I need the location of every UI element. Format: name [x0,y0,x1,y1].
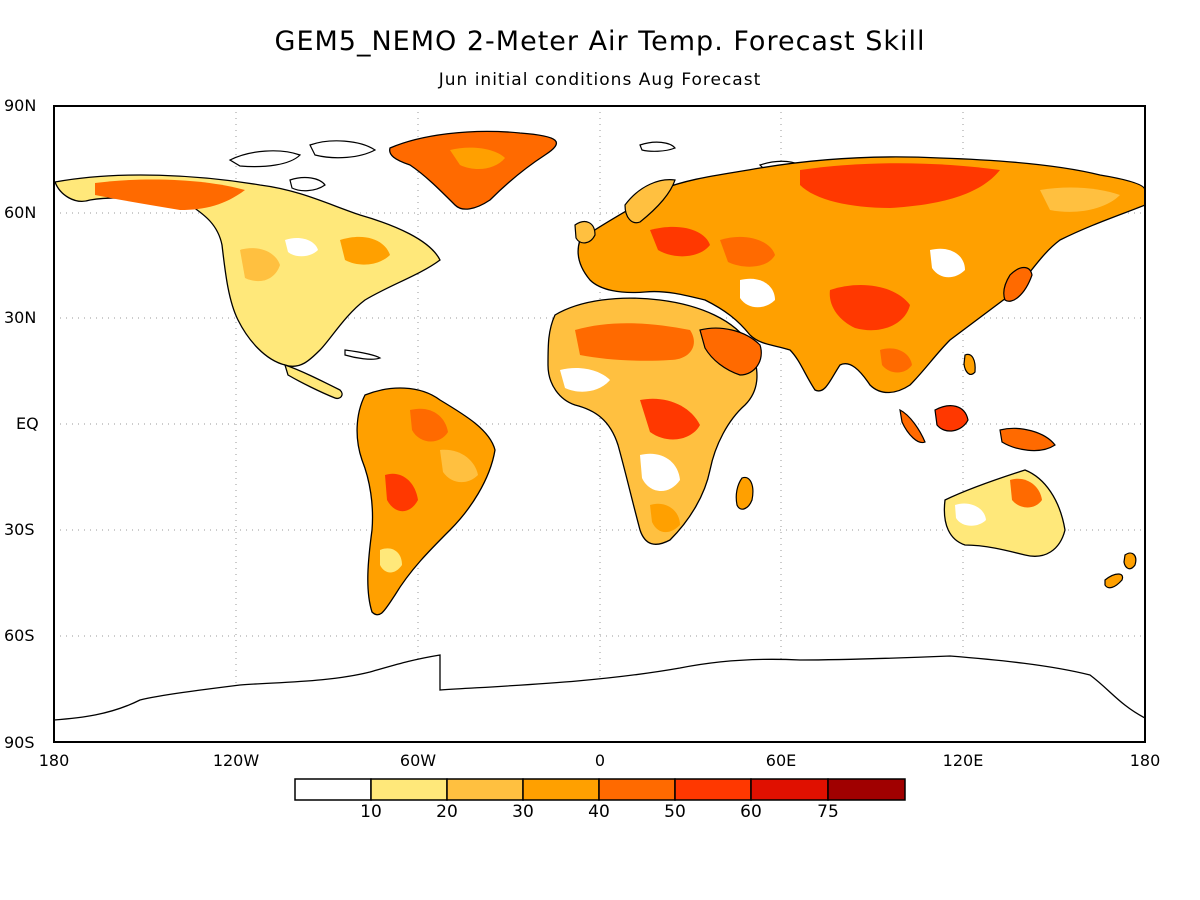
arctic-islands [228,140,802,192]
antarctica [53,654,1146,743]
colorbar-tick-30: 30 [512,802,534,822]
greenland [389,130,557,210]
new-zealand [1104,552,1137,589]
lat-label-30s: 30S [4,520,35,539]
lat-label-eq: EQ [16,414,39,433]
map-subtitle: Jun initial conditions Aug Forecast [438,70,762,90]
map-title: GEM5_NEMO 2-Meter Air Temp. Forecast Ski… [274,26,926,57]
south-america [356,387,496,616]
lon-label-60e: 60E [765,751,797,770]
colorbar [294,778,906,801]
lon-label-180-east: 180 [1129,751,1161,770]
japan [1003,266,1033,302]
southeast-asia-islands [899,353,1056,452]
eurasia [574,156,1146,394]
colorbar-tick-75: 75 [817,802,839,822]
lon-label-60w: 60W [399,751,437,770]
plot-frame [53,105,1146,743]
lat-label-90s: 90S [4,733,35,752]
colorbar-tick-50: 50 [664,802,686,822]
lon-label-120w: 120W [212,751,260,770]
colorbar-tick-10: 10 [360,802,382,822]
colorbar-tick-60: 60 [740,802,762,822]
lat-label-60n: 60N [4,203,37,222]
lon-label-180-west: 180 [38,751,70,770]
africa [547,297,758,545]
lat-label-30n: 30N [4,308,37,327]
colorbar-tick-20: 20 [436,802,458,822]
colorbar-tick-40: 40 [588,802,610,822]
lon-label-120e: 120E [942,751,984,770]
lat-label-60s: 60S [4,626,35,645]
lat-label-90n: 90N [4,96,37,115]
north-america [54,174,441,400]
lon-label-0: 0 [594,751,606,770]
australia [943,469,1066,557]
